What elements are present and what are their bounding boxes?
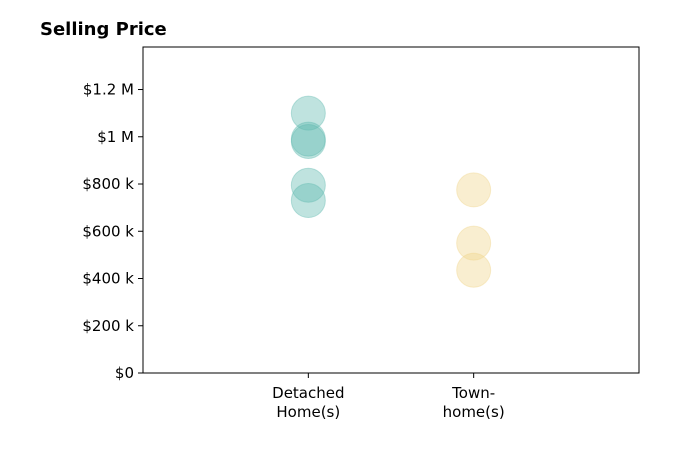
point (456, 252, 492, 288)
point (290, 95, 326, 131)
y-tick-label: $200 k (82, 317, 134, 335)
y-tick-label: $400 k (82, 270, 134, 288)
chart-title: Selling Price (40, 19, 167, 40)
y-tick-label: $0 (115, 364, 134, 382)
point (290, 121, 326, 157)
plot-frame (142, 46, 640, 374)
y-tick-label: $800 k (82, 175, 134, 193)
point (290, 123, 326, 159)
point (456, 225, 492, 261)
y-tick-label: $1 M (97, 128, 134, 146)
point (456, 172, 492, 208)
x-tick-label: Detached Home(s) (272, 384, 344, 421)
y-tick-label: $600 k (82, 222, 134, 240)
y-tick-label: $1.2 M (83, 81, 134, 99)
x-tick-label: Town-home(s) (443, 384, 505, 421)
point (290, 183, 326, 219)
point (290, 167, 326, 203)
